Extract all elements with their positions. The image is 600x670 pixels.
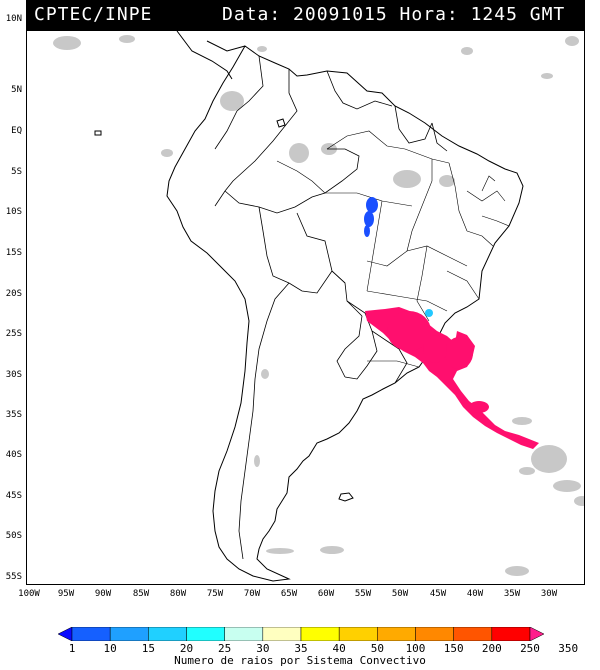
lightning-map [26,30,585,585]
lat-label-10s: 10S [5,207,22,217]
lat-label-30s: 30S [5,370,22,380]
legend-cell [453,627,493,641]
country-borders [214,55,448,560]
lat-label-20s: 20S [5,289,22,299]
lon-label-35w: 35W [503,589,521,599]
legend-cell [491,627,531,641]
lon-label-45w: 45W [429,589,447,599]
lon-label-60w: 60W [317,589,335,599]
lon-label-75w: 75W [206,589,224,599]
legend-value: 150 [443,642,464,655]
lon-label-65w: 65W [280,589,298,599]
lon-label-95w: 95W [57,589,75,599]
storm-pink [365,307,539,449]
legend-value: 100 [405,642,426,655]
legend-cell [377,627,416,641]
lon-label-80w: 80W [169,589,187,599]
legend-value: 250 [520,642,540,655]
lon-label-30w: 30W [540,589,558,599]
lon-label-50w: 50W [391,589,409,599]
lat-label-50s: 50S [5,531,22,541]
lon-label-90w: 90W [94,589,112,599]
legend-value: 200 [481,642,502,655]
storm-cyan [425,309,433,317]
lightning-legend-bar [58,627,544,641]
legend-cell [529,627,544,641]
coastlines [94,31,524,582]
map-canvas [53,31,584,582]
legend-value: 25 [218,642,232,655]
legend-value: 50 [370,642,384,655]
legend-value: 1 [68,642,76,655]
lon-label-100w: 100W [18,589,40,599]
legend-cell [415,627,454,641]
lat-label-5s: 5S [11,167,22,177]
lon-label-85w: 85W [132,589,150,599]
lon-label-40w: 40W [466,589,484,599]
legend-cell [109,627,149,641]
legend-value: 15 [141,642,155,655]
cloud-patches [53,35,584,576]
legend-cell [148,627,187,641]
lat-label-10n: 10N [5,14,22,24]
legend-cell [58,627,73,641]
storm-blue [364,197,378,237]
legend-value: 350 [558,642,579,655]
lat-label-5n: 5N [11,85,22,95]
legend-cell [300,627,340,641]
lon-label-55w: 55W [354,589,372,599]
legend-cell [71,627,111,641]
lat-label-35s: 35S [5,410,22,420]
legend-cell [186,627,225,641]
legend-cell [224,627,264,641]
legend-value: 10 [103,642,117,655]
legend-value: 35 [294,642,308,655]
lat-label-55s: 55S [5,572,22,582]
legend-value: 20 [179,642,194,655]
header-org: CPTEC/INPE [34,4,153,25]
lon-label-70w: 70W [243,589,261,599]
map-header: CPTEC/INPE Data: 20091015 Hora: 1245 GMT [26,0,585,30]
lat-label-25s: 25S [5,329,22,339]
lat-label-40s: 40S [5,450,22,460]
legend-cell [338,627,378,641]
legend-value: 30 [256,642,270,655]
lat-label-45s: 45S [5,491,22,501]
convective-systems [364,197,539,449]
legend-title: Numero de raios por Sistema Convectivo [174,654,426,667]
header-datetime: Data: 20091015 Hora: 1245 GMT [222,4,566,25]
legend-value: 40 [332,642,346,655]
lat-label-eq: EQ [11,126,22,136]
lat-label-15s: 15S [5,248,22,258]
legend-cell [262,627,302,641]
